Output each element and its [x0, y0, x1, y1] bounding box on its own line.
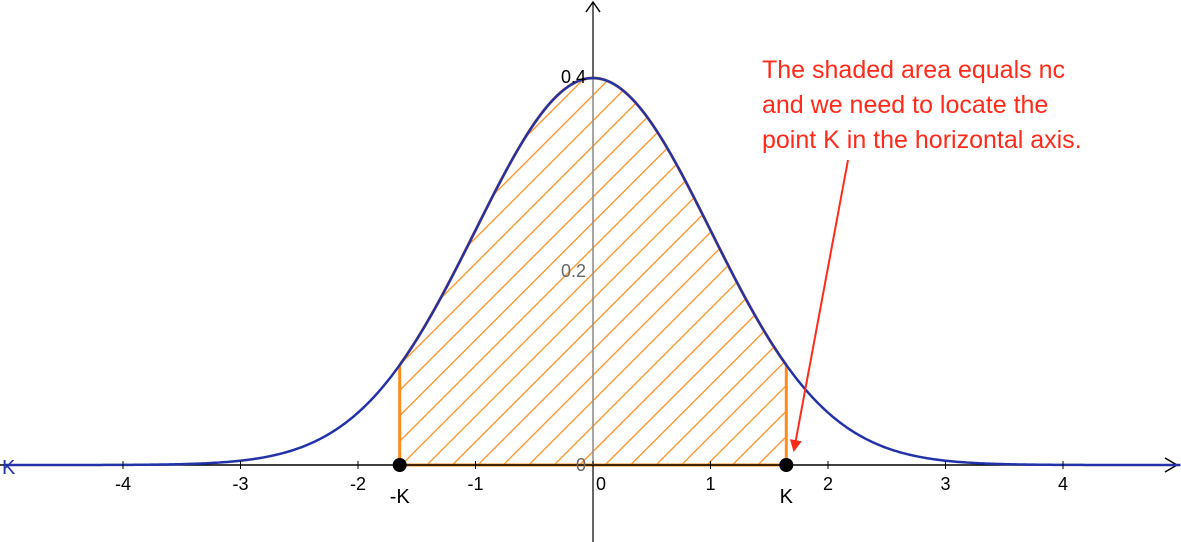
annotation-line-2: and we need to locate the	[762, 91, 1048, 119]
x-tick-label: -3	[232, 474, 248, 494]
x-tick-label: 1	[705, 474, 715, 494]
annotation-arrow	[789, 159, 849, 452]
point-label: K	[780, 486, 794, 508]
point-marker	[779, 458, 794, 472]
y-tick-label: 0.2	[561, 261, 586, 281]
points: -K K	[390, 458, 794, 508]
density-curve	[5, 76, 1181, 467]
density-curve-group	[5, 76, 1181, 467]
x-tick-label: -4	[115, 474, 131, 494]
tick-labels: -4 -3 -2 -1 0 1 2 3 4 0 0.2 0.4	[115, 67, 1068, 494]
annotation-line-1: The shaded area equals nc	[762, 56, 1065, 84]
y-axis-arrow	[585, 0, 601, 13]
y-tick-label: 0	[576, 455, 586, 475]
x-tick-label: -1	[467, 474, 483, 494]
x-tick-label: 2	[823, 474, 833, 494]
point-label: -K	[390, 486, 411, 508]
left-edge-label: K	[2, 457, 16, 479]
annotation-line-3: point K in the horizontal axis.	[762, 126, 1082, 154]
x-tick-label: 3	[940, 474, 950, 494]
x-tick-label: -2	[350, 474, 366, 494]
x-tick-label: 4	[1058, 474, 1068, 494]
x-tick-label: 0	[596, 474, 606, 494]
annotation: The shaded area equals nc and we need to…	[762, 56, 1082, 452]
y-tick-label: 0.4	[561, 67, 586, 87]
point-marker	[392, 458, 407, 472]
